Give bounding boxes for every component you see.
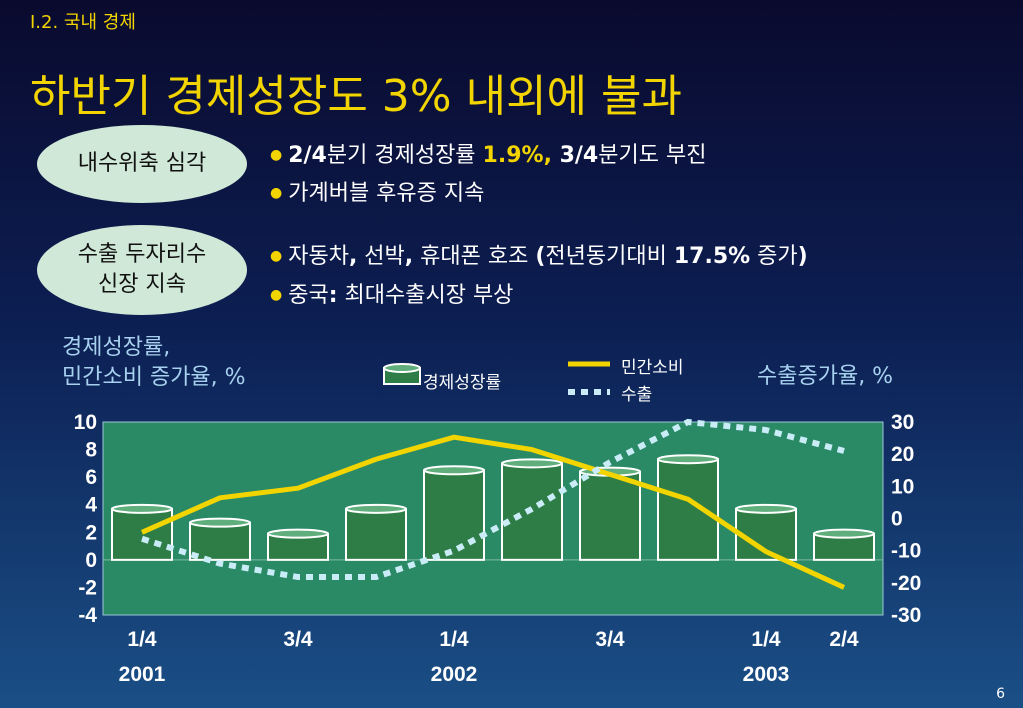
bar-gdp-growth (345, 507, 407, 561)
bullet-text: 자동차 (288, 244, 349, 269)
domestic-demand-oval: 내수위축 심각 (37, 125, 247, 203)
x-axis-quarter-label: 1/4 (751, 628, 781, 651)
bullet-text: 17.5% (673, 244, 751, 269)
export-growth-oval: 수출 두자리수 신장 지속 (37, 225, 247, 315)
bullet-gdp-growth: ● 2/4분기 경제성장률 1.9%, 3/4분기도 부진 (270, 137, 706, 169)
left-axis-title-line1: 경제성장률, (62, 335, 171, 360)
bar-gdp-growth (579, 470, 641, 561)
bullet-dot-icon: ● (270, 185, 283, 201)
x-axis-quarter-label: 1/4 (127, 628, 157, 651)
bar-gdp-growth (189, 521, 251, 561)
legend-export-label: 수출 (621, 385, 653, 405)
bullet-text: : (328, 283, 338, 308)
x-axis-year-label: 2003 (743, 663, 790, 686)
bar-cap (189, 517, 251, 528)
bullet-dot-icon: ● (270, 248, 283, 264)
right-axis-tick-label: 20 (891, 443, 914, 466)
bar-gdp-growth (423, 469, 485, 561)
right-axis-tick-label: 0 (891, 508, 903, 531)
bullet-text: 중국 (288, 283, 329, 308)
slide-title: 하반기 경제성장도 3% 내외에 불과 (30, 71, 682, 122)
bullet-dot-icon: ● (270, 147, 283, 163)
left-axis-tick-label: 0 (85, 549, 97, 572)
x-axis-quarter-label: 3/4 (283, 628, 313, 651)
right-axis-tick-label: -10 (891, 540, 921, 563)
export-growth-label-line2: 신장 지속 (98, 272, 186, 297)
section-label: I.2. 국내 경제 (30, 12, 136, 33)
legend-bar-label: 경제성장률 (423, 373, 502, 393)
bar-gdp-growth (111, 507, 173, 561)
left-axis-tick-label: 6 (85, 466, 97, 489)
bar-cap (345, 503, 407, 514)
right-axis-tick-label: -20 (891, 572, 921, 595)
bullet-text: , (348, 244, 358, 269)
bullet-text: 2/4 (288, 143, 327, 168)
bullet-text: 휴대폰 호조 (413, 244, 536, 269)
bullet-text: 최대수출시장 부상 (337, 283, 514, 308)
bullet-text: 전년동기대비 (545, 244, 674, 269)
bar-cap (423, 465, 485, 476)
x-axis-quarter-label: 1/4 (439, 628, 469, 651)
bullet-text: 증가 (750, 244, 798, 269)
bar-cap (267, 528, 329, 539)
bar-gdp-growth (657, 458, 719, 561)
bullet-text: 분기 경제성장률 (326, 143, 483, 168)
bar-cap (813, 528, 875, 539)
line-exports (141, 418, 845, 581)
bullet-dot-icon: ● (270, 287, 283, 303)
bullet-text: 선박 (357, 244, 405, 269)
bullet-text: , (404, 244, 414, 269)
bullet-household-bubble: ● 가계버블 후유증 지속 (270, 175, 484, 207)
right-axis-title: 수출증가율, % (757, 364, 894, 389)
x-axis-year-label: 2001 (119, 663, 166, 686)
right-axis-tick-label: 30 (891, 411, 914, 434)
bullet-text: 분기도 부진 (598, 143, 707, 168)
right-axis-tick-label: 10 (891, 475, 914, 498)
legend-line-swatches (568, 361, 610, 395)
legend-bar-swatch (383, 363, 421, 385)
left-axis-tick-label: -4 (78, 604, 97, 627)
domestic-demand-label: 내수위축 심각 (77, 151, 207, 176)
bar-cap (657, 454, 719, 465)
left-axis-tick-label: 10 (74, 411, 97, 434)
left-axis-tick-label: -2 (78, 576, 97, 599)
page-number: 6 (996, 686, 1005, 702)
left-axis-tick-label: 4 (85, 494, 97, 517)
x-axis-quarter-label: 3/4 (595, 628, 625, 651)
bullet-exports-items: ● 자동차, 선박, 휴대폰 호조 (전년동기대비 17.5% 증가) (270, 238, 808, 270)
export-growth-label-line1: 수출 두자리수 (77, 242, 207, 267)
bullet-text: ) (797, 244, 808, 269)
bullet-text: 3/4 (551, 143, 599, 168)
bullet-china-market: ● 중국: 최대수출시장 부상 (270, 277, 513, 309)
left-axis-title-line2: 민간소비 증가율, % (62, 365, 246, 390)
bar-cap (735, 503, 797, 514)
bullet-highlight: 1.9%, (482, 143, 552, 168)
left-axis-title: 경제성장률, 민간소비 증가율, % (62, 333, 246, 393)
bullet-text: 가계버블 후유증 지속 (288, 181, 485, 206)
x-axis-quarter-label: 2/4 (829, 628, 859, 651)
line-private-consumption (140, 434, 846, 590)
x-axis-year-label: 2002 (431, 663, 478, 686)
right-axis-tick-label: -30 (891, 604, 921, 627)
bar-cap (501, 458, 563, 469)
left-axis-tick-label: 2 (85, 521, 97, 544)
bar-cap (111, 503, 173, 514)
legend-consumption-label: 민간소비 (621, 358, 684, 378)
bullet-text: ( (535, 244, 546, 269)
left-axis-tick-label: 8 (85, 439, 97, 462)
